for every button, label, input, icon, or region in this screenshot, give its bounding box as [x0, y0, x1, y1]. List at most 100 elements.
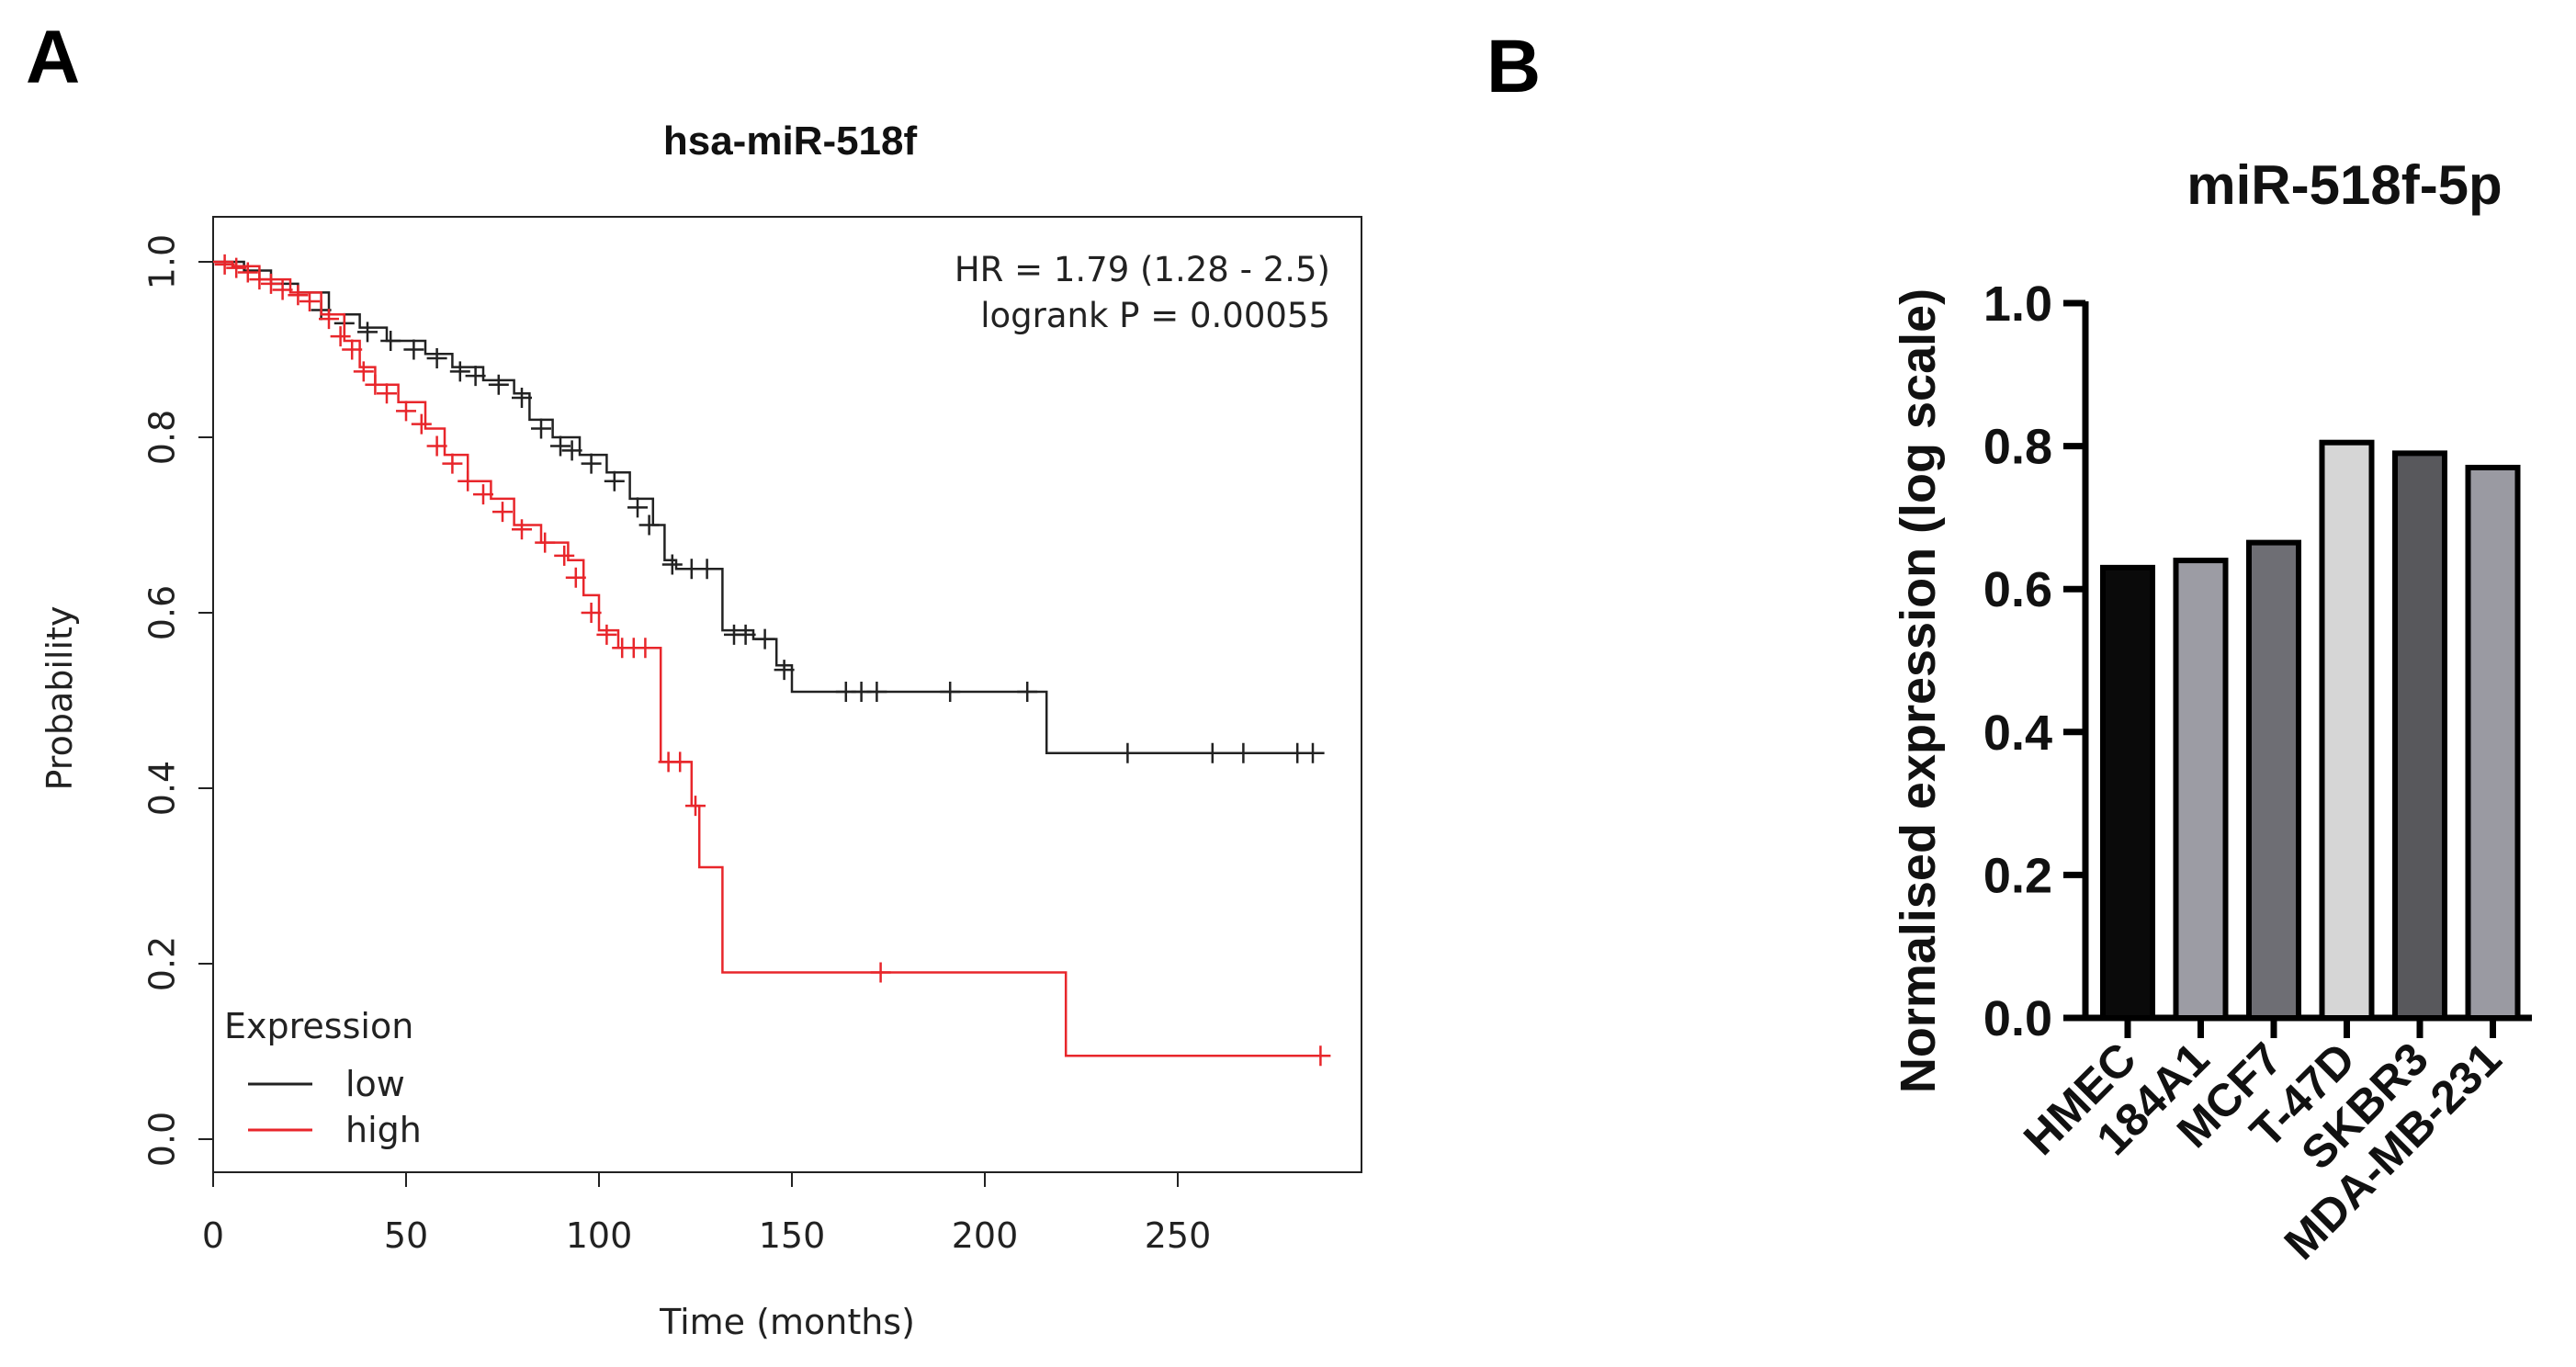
- km-y-tick-label: 0.8: [141, 410, 182, 465]
- bar-hmec: [2100, 564, 2155, 1021]
- km-censor-mark-low: [1017, 681, 1038, 702]
- km-censor-mark-high: [353, 361, 374, 382]
- km-censor-mark-high: [237, 262, 258, 283]
- bar-y-tick-label: 0.0: [1983, 991, 2052, 1046]
- bar-t-47d: [2319, 439, 2375, 1021]
- km-legend-title: Expression: [224, 1006, 413, 1046]
- km-censor-mark-high: [214, 254, 235, 275]
- km-censor-mark-high: [442, 453, 463, 474]
- km-censor-mark-low: [696, 559, 717, 580]
- km-y-tick-label: 0.6: [141, 585, 182, 640]
- km-y-tick-label: 0.4: [141, 761, 182, 816]
- bar-y-axis: 0.0 0.2 0.4 0.6 0.8 1.0: [1983, 277, 2089, 1046]
- km-censor-mark-high: [685, 796, 706, 817]
- km-censor-mark-high: [492, 502, 513, 523]
- km-censor-mark-high: [670, 751, 691, 773]
- km-censor-mark-high: [226, 257, 247, 278]
- km-curves: [213, 254, 1331, 1067]
- km-x-tick-label: 100: [566, 1215, 633, 1256]
- km-censor-mark-high: [249, 269, 270, 290]
- km-x-tick-label: 150: [759, 1215, 826, 1256]
- km-censor-mark-low: [866, 681, 887, 702]
- km-censor-mark-low: [357, 322, 378, 343]
- km-censor-mark-high: [426, 435, 447, 457]
- km-censor-mark-low: [581, 453, 602, 474]
- km-censor-mark-low: [661, 554, 683, 575]
- km-censor-mark-high: [1310, 1045, 1331, 1067]
- km-censor-mark-low: [1202, 742, 1223, 763]
- km-censor-mark-low: [403, 339, 424, 360]
- km-legend-low-label: low: [345, 1064, 405, 1104]
- km-censor-mark-low: [380, 330, 401, 351]
- km-legend-high-label: high: [345, 1110, 422, 1150]
- km-censor-mark-high: [365, 374, 386, 395]
- km-censor-mark-high: [396, 401, 416, 422]
- km-censor-mark-low: [531, 418, 551, 439]
- km-censor-mark-low: [512, 388, 532, 409]
- km-x-tick-label: 250: [1145, 1215, 1212, 1256]
- km-censor-mark-high: [377, 383, 397, 404]
- km-censor-mark-high: [554, 545, 575, 566]
- km-hr-annotation: HR = 1.79 (1.28 - 2.5): [955, 250, 1330, 289]
- km-censor-mark-high: [272, 279, 293, 300]
- km-x-axis: 0 50 100 150 200 250: [202, 1172, 1211, 1256]
- km-y-tick-label: 1.0: [141, 234, 182, 289]
- panel-a-label: A: [26, 16, 80, 99]
- km-y-axis-label: Probability: [40, 606, 80, 791]
- km-censor-mark-high: [512, 519, 532, 540]
- bar-y-tick-label: 0.4: [1983, 706, 2052, 761]
- km-y-axis: 0.0 0.2 0.4 0.6 0.8 1.0: [141, 234, 213, 1167]
- bar-series: [2083, 439, 2532, 1022]
- bar-y-tick-label: 0.8: [1983, 420, 2052, 475]
- km-censor-mark-high: [565, 567, 586, 588]
- panel-b-label: B: [1486, 25, 1541, 108]
- km-censor-mark-low: [465, 366, 486, 387]
- km-censor-mark-high: [535, 532, 556, 553]
- km-censor-mark-low: [1233, 742, 1254, 763]
- km-curve-high: [213, 260, 1325, 1057]
- km-y-tick-label: 0.0: [141, 1112, 182, 1167]
- km-x-axis-label: Time (months): [659, 1302, 915, 1342]
- panel-a-km-plot: A hsa-miR-518f 0.0 0.2 0.4 0.6 0.8 1.0 0 50 100…: [26, 16, 1362, 1342]
- km-curve-low: [213, 260, 1325, 755]
- km-censor-mark-low: [604, 470, 625, 491]
- panel-b-bar-chart: B miR-518f-5p Normalised expression (log…: [1486, 25, 2532, 1270]
- km-censor-mark-low: [550, 435, 571, 457]
- km-censor-mark-low: [1117, 742, 1138, 763]
- bar-184a1: [2173, 558, 2229, 1022]
- km-censor-mark-high: [288, 285, 309, 306]
- km-plot-frame: [212, 216, 1362, 1173]
- bar-mcf7: [2246, 539, 2301, 1021]
- km-censor-mark-low: [940, 681, 961, 702]
- km-censor-mark-low: [774, 660, 795, 681]
- km-censor-mark-low: [1303, 742, 1323, 763]
- km-censor-mark-low: [735, 624, 756, 645]
- km-censor-mark-high: [411, 413, 432, 435]
- km-censor-mark-high: [330, 326, 351, 347]
- km-x-tick-label: 0: [202, 1215, 224, 1256]
- km-censor-mark-low: [426, 348, 447, 369]
- km-censor-mark-high: [596, 624, 617, 645]
- bar-y-axis-label: Normalised expression (log scale): [1891, 288, 1946, 1093]
- bar-mda-mb-231: [2465, 464, 2521, 1021]
- km-x-tick-label: 50: [384, 1215, 428, 1256]
- bar-y-tick-label: 0.2: [1983, 848, 2052, 903]
- km-censor-mark-high: [261, 273, 281, 294]
- km-censor-mark-low: [449, 361, 470, 382]
- km-censor-mark-low: [627, 497, 648, 518]
- km-y-tick-label: 0.2: [141, 936, 182, 991]
- km-legend: Expression low high: [224, 1006, 422, 1150]
- km-censor-mark-high: [299, 290, 320, 311]
- km-logrank-annotation: logrank P = 0.00055: [980, 296, 1330, 335]
- bar-title: miR-518f-5p: [2186, 154, 2502, 216]
- km-censor-mark-low: [754, 628, 775, 650]
- km-censor-mark-high: [870, 962, 891, 983]
- km-x-tick-label: 200: [952, 1215, 1019, 1256]
- bar-skbr3: [2392, 450, 2447, 1021]
- km-censor-mark-high: [473, 484, 493, 505]
- bar-y-tick-label: 1.0: [1983, 277, 2052, 332]
- km-censor-mark-high: [319, 309, 339, 330]
- km-censor-mark-high: [581, 603, 602, 623]
- km-censor-mark-high: [635, 638, 656, 659]
